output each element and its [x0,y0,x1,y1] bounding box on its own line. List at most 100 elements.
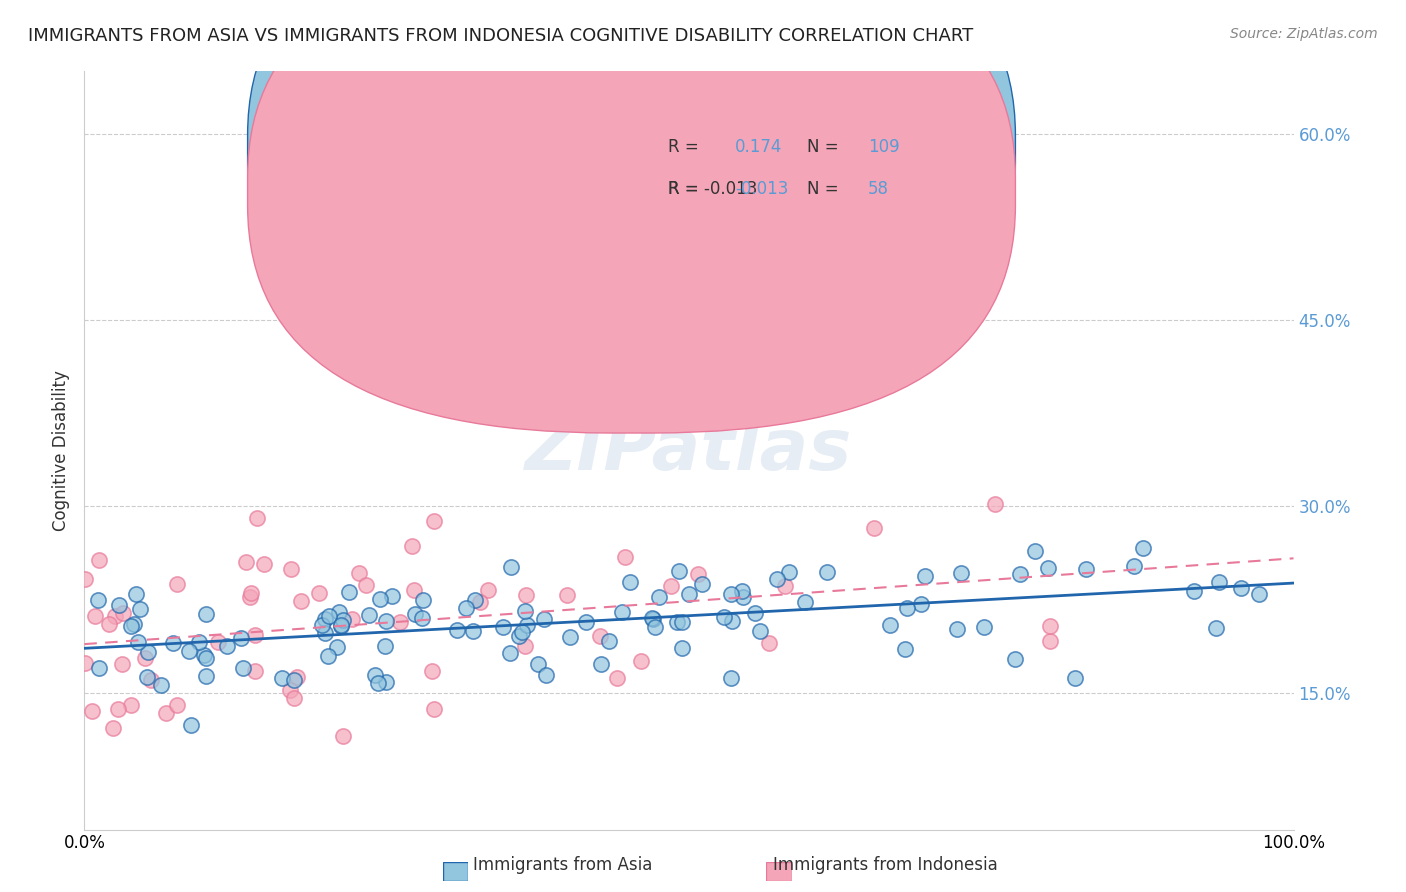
Point [671,641,693,656]
Point [533,611,555,625]
FancyBboxPatch shape [247,0,1015,392]
Point [314,625,336,640]
Point [246,511,269,525]
Point [630,654,652,668]
Point [194,669,217,683]
Point [239,591,262,605]
Point [606,671,628,685]
Text: N =: N = [807,138,839,156]
Point [308,586,330,600]
Point [111,657,134,671]
Point [120,619,142,633]
Point [97,616,120,631]
Point [598,634,620,648]
Point [337,585,360,599]
Point [87,553,110,567]
Point [1008,566,1031,581]
Point [946,622,969,636]
Point [166,577,188,591]
Point [318,609,340,624]
Point [125,587,148,601]
Point [862,521,884,535]
Text: 0.174: 0.174 [735,138,782,156]
Point [330,619,353,633]
Point [332,614,354,628]
Point [162,636,184,650]
Point [1004,652,1026,666]
Point [404,607,426,621]
Point [619,575,641,590]
Point [73,656,96,670]
Text: Immigrants from Indonesia: Immigrants from Indonesia [773,855,998,873]
Point [136,670,159,684]
Point [283,690,305,705]
Text: R = -0.013: R = -0.013 [668,180,758,198]
Point [879,617,901,632]
Point [515,588,537,602]
Point [720,614,742,628]
Point [101,721,124,735]
Point [589,629,612,643]
Point [1182,583,1205,598]
Point [778,565,800,579]
Point [766,572,789,586]
Point [402,583,425,598]
Point [285,670,308,684]
Point [75,573,97,587]
Text: Source: ZipAtlas.com: Source: ZipAtlas.com [1230,27,1378,41]
Point [644,620,666,634]
Point [316,648,339,663]
Point [686,567,709,582]
Point [815,565,838,579]
Point [1074,561,1097,575]
Point [401,539,423,553]
Point [245,628,267,642]
Point [666,615,689,630]
Point [513,604,536,618]
Point [375,675,398,690]
Point [187,635,209,649]
Point [375,615,398,629]
Point [104,609,127,624]
Point [388,615,411,629]
Point [412,593,434,607]
Point [758,636,780,650]
Point [195,650,218,665]
Point [1208,575,1230,590]
Point [690,577,713,591]
Point [368,591,391,606]
Point [894,642,917,657]
Point [359,607,381,622]
Point [112,606,135,620]
Point [671,615,693,630]
Point [207,635,229,649]
Point [731,583,754,598]
Point [526,657,548,671]
Point [748,624,770,638]
Point [950,566,973,581]
Point [555,588,578,602]
Text: R =: R = [668,180,699,198]
Point [150,677,173,691]
Point [325,640,347,655]
Point [1064,671,1087,685]
Point [984,497,1007,511]
Point [290,593,312,607]
Point [122,616,145,631]
Point [374,639,396,653]
Text: 109: 109 [868,138,900,156]
Point [477,583,499,598]
Text: IMMIGRANTS FROM ASIA VS IMMIGRANTS FROM INDONESIA COGNITIVE DISABILITY CORRELATI: IMMIGRANTS FROM ASIA VS IMMIGRANTS FROM … [28,27,973,45]
Point [536,668,558,682]
Point [245,664,267,678]
Point [744,607,766,621]
Point [381,589,404,603]
Point [659,579,682,593]
Point [589,657,612,671]
Point [492,620,515,634]
Point [347,566,370,581]
Point [614,549,637,564]
Point [461,624,484,639]
Point [1036,561,1059,575]
Point [454,601,477,615]
